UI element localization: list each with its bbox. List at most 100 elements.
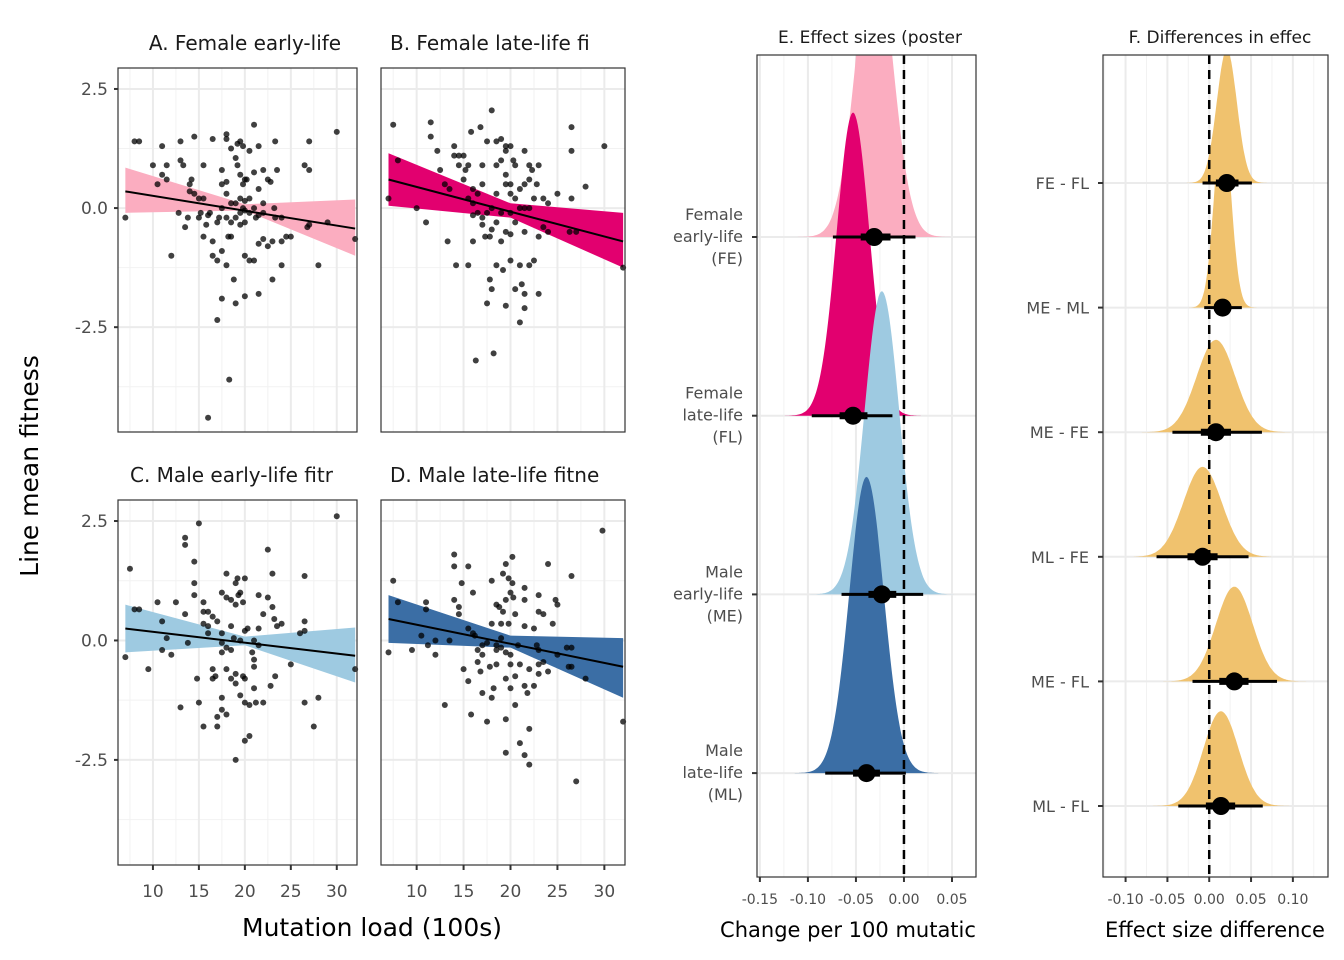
data-point <box>218 295 225 302</box>
data-point <box>306 166 313 173</box>
data-point <box>469 589 476 596</box>
data-point <box>205 630 212 637</box>
data-point <box>540 224 547 231</box>
data-point <box>465 262 472 269</box>
panel-d-male-late-life: D. Male late-life fitne 10 15 20 25 30 <box>380 463 627 902</box>
panel-f-x-axis-title: Effect size difference <box>1105 918 1325 942</box>
data-point <box>468 128 475 135</box>
data-point <box>228 675 235 682</box>
data-point <box>601 143 608 150</box>
panel-b-title: B. Female late-life fi <box>390 31 590 55</box>
panel-border <box>117 67 358 433</box>
data-point <box>228 596 235 603</box>
data-point <box>223 570 230 577</box>
data-point <box>267 178 274 185</box>
category-label: Male <box>705 741 743 760</box>
data-point <box>209 135 216 142</box>
data-point <box>154 599 161 606</box>
data-point <box>512 219 519 226</box>
data-point <box>315 262 322 269</box>
data-point <box>493 262 500 269</box>
data-point <box>535 608 542 615</box>
data-point <box>218 247 225 254</box>
data-point <box>521 752 528 759</box>
data-point <box>530 625 537 632</box>
data-point <box>246 701 253 708</box>
data-point <box>500 608 506 615</box>
data-point <box>423 606 430 613</box>
data-point <box>264 243 271 250</box>
data-point <box>472 357 479 364</box>
data-point <box>486 276 493 283</box>
data-point <box>502 561 509 568</box>
data-point <box>205 414 212 421</box>
data-point <box>474 658 481 665</box>
data-point <box>474 647 481 654</box>
data-point <box>206 209 213 216</box>
data-point <box>241 219 248 226</box>
data-point <box>479 181 486 188</box>
category-label: Male <box>705 562 743 581</box>
data-point <box>241 675 248 682</box>
data-point <box>214 219 221 226</box>
data-point <box>232 214 239 221</box>
data-point <box>479 690 486 697</box>
data-point <box>507 661 514 668</box>
data-point <box>251 685 258 692</box>
data-point <box>446 637 453 644</box>
data-point <box>526 725 533 732</box>
median-point <box>1217 174 1236 192</box>
data-point <box>482 233 489 240</box>
data-point <box>507 181 514 188</box>
data-point <box>568 124 575 131</box>
data-point <box>477 668 484 675</box>
data-point <box>228 145 235 152</box>
data-point <box>568 572 575 579</box>
data-point <box>565 663 572 670</box>
data-point <box>521 205 528 212</box>
data-point <box>554 601 561 608</box>
y-tick-label: 2.5 <box>81 512 108 532</box>
density-ml-fe <box>1103 466 1328 557</box>
data-point <box>240 599 247 606</box>
category-label: Female <box>685 205 743 224</box>
data-point <box>230 635 237 642</box>
x-tick-label: -0.05 <box>838 892 874 908</box>
median-point <box>872 585 891 604</box>
data-point <box>479 651 486 658</box>
data-point <box>437 166 444 173</box>
data-point <box>549 620 556 627</box>
data-point <box>244 625 251 632</box>
data-point <box>301 699 308 706</box>
data-point <box>200 723 207 730</box>
y-tick-label: -2.5 <box>75 751 108 771</box>
data-point <box>512 611 519 618</box>
data-point <box>223 594 230 601</box>
data-point <box>241 575 248 582</box>
data-point <box>507 589 514 596</box>
data-point <box>427 133 434 140</box>
data-point <box>521 584 528 591</box>
data-point <box>526 666 533 673</box>
data-point <box>490 350 497 357</box>
data-point <box>512 162 519 169</box>
data-point <box>535 162 542 169</box>
data-point <box>315 694 322 701</box>
data-point <box>168 252 175 259</box>
data-point <box>195 699 202 706</box>
density-fl <box>757 112 976 416</box>
data-point <box>274 166 281 173</box>
data-point <box>267 682 274 689</box>
x-tick-label: -0.10 <box>1107 892 1143 908</box>
data-point <box>200 599 207 606</box>
data-point <box>333 128 340 135</box>
data-point <box>521 290 528 297</box>
data-point <box>180 162 187 169</box>
confidence-band <box>125 604 356 683</box>
x-tick-label: 20 <box>234 882 256 902</box>
data-point <box>385 195 392 202</box>
data-point <box>159 143 166 150</box>
data-point <box>535 233 542 240</box>
data-point <box>498 209 505 216</box>
